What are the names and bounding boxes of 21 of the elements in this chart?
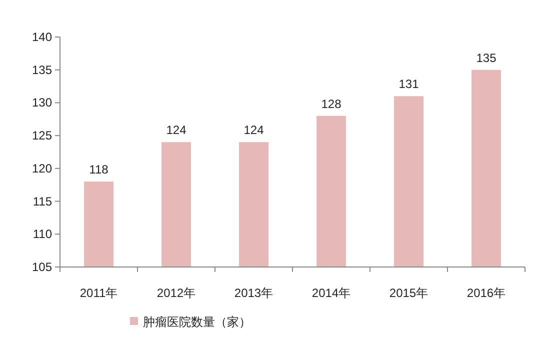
x-tick-label: 2016年 xyxy=(466,286,506,300)
y-tick-label: 105 xyxy=(32,260,52,274)
y-tick-label: 130 xyxy=(32,96,52,110)
y-tick-label: 115 xyxy=(32,194,52,208)
x-tick-label: 2015年 xyxy=(389,286,428,300)
data-label: 118 xyxy=(89,162,109,177)
x-tick-label: 2013年 xyxy=(234,286,274,300)
data-label: 128 xyxy=(321,96,342,111)
data-label: 131 xyxy=(398,77,420,92)
data-label: 124 xyxy=(166,123,187,138)
x-tick-label: 2012年 xyxy=(156,286,196,300)
y-tick-label: 110 xyxy=(32,227,52,242)
y-tick-label: 125 xyxy=(32,128,52,143)
y-tick-label: 135 xyxy=(32,62,52,77)
y-tick-label: 140 xyxy=(32,30,52,44)
y-tick-label: 120 xyxy=(32,161,52,176)
data-label: 135 xyxy=(476,50,497,65)
x-tick-label: 2011年 xyxy=(80,286,118,300)
data-label: 124 xyxy=(244,123,264,138)
x-tick-label: 2014年 xyxy=(312,286,351,300)
legend-label: 肿瘤医院数量（家） xyxy=(143,315,251,329)
